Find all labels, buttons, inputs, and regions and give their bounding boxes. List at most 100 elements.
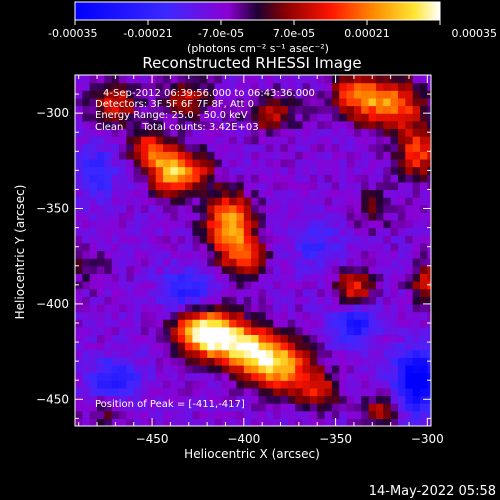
heatmap-cell bbox=[295, 303, 304, 313]
heatmap-cell bbox=[309, 364, 318, 374]
heatmap-cell bbox=[397, 105, 406, 114]
heatmap-cell bbox=[361, 334, 370, 343]
heatmap-cell bbox=[214, 136, 223, 145]
heatmap-cell bbox=[207, 174, 216, 183]
heatmap-cell bbox=[265, 410, 274, 419]
heatmap-cell bbox=[265, 372, 274, 381]
heatmap-cell bbox=[265, 174, 274, 183]
heatmap-cell bbox=[397, 288, 406, 297]
heatmap-cell bbox=[221, 189, 230, 198]
heatmap-cell bbox=[419, 166, 428, 175]
heatmap-cell bbox=[317, 342, 326, 351]
heatmap-cell bbox=[75, 387, 83, 397]
heatmap-cell bbox=[280, 197, 289, 206]
heatmap-cell bbox=[126, 372, 135, 381]
heatmap-cell bbox=[265, 105, 274, 114]
heatmap-cell bbox=[427, 288, 431, 297]
heatmap-cell bbox=[75, 265, 83, 274]
heatmap-cell bbox=[361, 288, 370, 297]
heatmap-cell bbox=[397, 174, 406, 183]
heatmap-cell bbox=[390, 372, 399, 381]
heatmap-cell bbox=[126, 189, 135, 198]
heatmap-cell bbox=[163, 82, 172, 91]
heatmap-cell bbox=[368, 273, 377, 282]
heatmap-cell bbox=[339, 97, 348, 107]
heatmap-cell bbox=[89, 97, 98, 107]
heatmap-cell bbox=[295, 395, 304, 404]
heatmap-cell bbox=[368, 97, 377, 107]
heatmap-cell bbox=[309, 296, 318, 305]
heatmap-cell bbox=[199, 334, 208, 343]
heatmap-cell bbox=[368, 242, 377, 252]
heatmap-cell bbox=[339, 158, 348, 168]
heatmap-cell bbox=[390, 403, 399, 412]
heatmap-cell bbox=[243, 265, 252, 274]
heatmap-cell bbox=[390, 288, 399, 297]
heatmap-cell bbox=[97, 120, 105, 130]
heatmap-cell bbox=[317, 143, 326, 152]
heatmap-cell bbox=[214, 250, 223, 259]
heatmap-cell bbox=[104, 227, 113, 236]
heatmap-cell bbox=[236, 380, 245, 389]
heatmap-cell bbox=[199, 97, 208, 107]
heatmap-cell bbox=[383, 143, 392, 152]
heatmap-cell bbox=[126, 174, 135, 183]
heatmap-cell bbox=[82, 418, 91, 426]
heatmap-cell bbox=[111, 105, 120, 114]
heatmap-cell bbox=[361, 105, 370, 114]
heatmap-cell bbox=[155, 105, 164, 114]
heatmap-cell bbox=[273, 204, 282, 213]
heatmap-cell bbox=[97, 113, 105, 122]
heatmap-cell bbox=[368, 204, 377, 213]
heatmap-cell bbox=[251, 403, 260, 412]
heatmap-cell bbox=[324, 181, 333, 191]
heatmap-cell bbox=[236, 227, 245, 236]
heatmap-cell bbox=[405, 342, 414, 351]
heatmap-cell bbox=[229, 395, 238, 404]
heatmap-cell bbox=[317, 219, 326, 229]
heatmap-cell bbox=[412, 105, 421, 114]
heatmap-cell bbox=[133, 303, 142, 313]
heatmap-cell bbox=[273, 326, 282, 336]
heatmap-cell bbox=[397, 143, 406, 152]
heatmap-cell bbox=[368, 288, 377, 297]
heatmap-cell bbox=[207, 166, 216, 175]
heatmap-cell bbox=[111, 242, 120, 252]
heatmap-cell bbox=[317, 120, 326, 130]
heatmap-cell bbox=[309, 349, 318, 358]
heatmap-cell bbox=[148, 395, 157, 404]
heatmap-cell bbox=[221, 258, 230, 267]
heatmap-cell bbox=[97, 128, 105, 137]
heatmap-cell bbox=[141, 334, 149, 343]
heatmap-cell bbox=[97, 90, 105, 99]
heatmap-cell bbox=[126, 181, 135, 191]
heatmap-cell bbox=[287, 212, 296, 221]
heatmap-cell bbox=[412, 212, 421, 221]
heatmap-cell bbox=[148, 326, 157, 336]
heatmap-cell bbox=[97, 281, 105, 290]
heatmap-cell bbox=[397, 90, 406, 99]
heatmap-cell bbox=[229, 113, 238, 122]
heatmap-cell bbox=[126, 364, 135, 374]
heatmap-cell bbox=[405, 311, 414, 320]
heatmap-cell bbox=[265, 258, 274, 267]
heatmap-cell bbox=[412, 97, 421, 107]
heatmap-cell bbox=[251, 90, 260, 99]
heatmap-cell bbox=[199, 273, 208, 282]
heatmap-cell bbox=[368, 143, 377, 152]
heatmap-cell bbox=[280, 410, 289, 419]
heatmap-cell bbox=[309, 403, 318, 412]
heatmap-cell bbox=[119, 174, 127, 183]
heatmap-cell bbox=[163, 174, 172, 183]
heatmap-cell bbox=[309, 342, 318, 351]
heatmap-cell bbox=[148, 136, 157, 145]
heatmap-cell bbox=[265, 151, 274, 160]
heatmap-cell bbox=[243, 410, 252, 419]
heatmap-cell bbox=[375, 189, 384, 198]
heatmap-cell bbox=[89, 227, 98, 236]
heatmap-cell bbox=[273, 342, 282, 351]
heatmap-cell bbox=[265, 265, 274, 274]
heatmap-cell bbox=[405, 357, 414, 366]
heatmap-cell bbox=[251, 281, 260, 290]
heatmap-cell bbox=[258, 265, 267, 274]
